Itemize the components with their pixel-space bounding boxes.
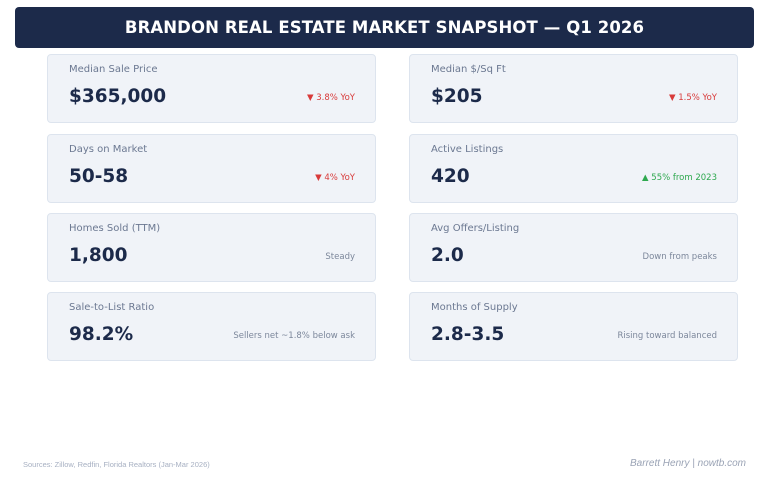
metric-value: 1,800 — [69, 245, 128, 266]
metric-label: Homes Sold (TTM) — [69, 223, 161, 234]
metric-card-days-on-market: Days on Market 50-58 ▼ 4% YoY — [47, 134, 376, 203]
metric-label: Avg Offers/Listing — [431, 223, 520, 234]
metric-label: Median Sale Price — [69, 64, 158, 75]
metric-card-active-listings: Active Listings 420 ▲ 55% from 2023 — [409, 134, 738, 203]
trend-indicator: ▼ 4% YoY — [315, 173, 355, 183]
metric-card-homes-sold: Homes Sold (TTM) 1,800 Steady — [47, 213, 376, 282]
trend-note: Steady — [325, 252, 355, 262]
sources-note: Sources: Zillow, Redfin, Florida Realtor… — [23, 460, 210, 469]
metric-label: Days on Market — [69, 144, 148, 155]
metric-card-months-of-supply: Months of Supply 2.8-3.5 Rising toward b… — [409, 292, 738, 361]
trend-indicator: ▼ 1.5% YoY — [669, 93, 717, 103]
trend-indicator: ▲ 55% from 2023 — [642, 173, 717, 183]
metric-label: Months of Supply — [431, 302, 518, 313]
metric-value: $365,000 — [69, 86, 167, 107]
metric-value: 2.8-3.5 — [431, 324, 505, 345]
trend-note: Rising toward balanced — [617, 331, 717, 341]
trend-note: Sellers net ~1.8% below ask — [233, 331, 355, 341]
metric-label: Median $/Sq Ft — [431, 64, 506, 75]
metric-value: 98.2% — [69, 324, 134, 345]
trend-indicator: ▼ 3.8% YoY — [307, 93, 355, 103]
author-credit: Barrett Henry | nowtb.com — [630, 458, 746, 469]
metric-card-sale-to-list: Sale-to-List Ratio 98.2% Sellers net ~1.… — [47, 292, 376, 361]
metric-label: Sale-to-List Ratio — [69, 302, 155, 313]
metric-value: 50-58 — [69, 166, 129, 187]
title-banner: BRANDON REAL ESTATE MARKET SNAPSHOT — Q1… — [15, 7, 754, 48]
metric-card-median-price-per-sqft: Median $/Sq Ft $205 ▼ 1.5% YoY — [409, 54, 738, 123]
metric-value: 2.0 — [431, 245, 464, 266]
metric-card-avg-offers: Avg Offers/Listing 2.0 Down from peaks — [409, 213, 738, 282]
trend-note: Down from peaks — [642, 252, 717, 262]
metric-value: $205 — [431, 86, 483, 107]
metric-card-median-sale-price: Median Sale Price $365,000 ▼ 3.8% YoY — [47, 54, 376, 123]
metric-label: Active Listings — [431, 144, 504, 155]
page-title: BRANDON REAL ESTATE MARKET SNAPSHOT — Q1… — [124, 18, 645, 37]
metric-value: 420 — [431, 166, 470, 187]
